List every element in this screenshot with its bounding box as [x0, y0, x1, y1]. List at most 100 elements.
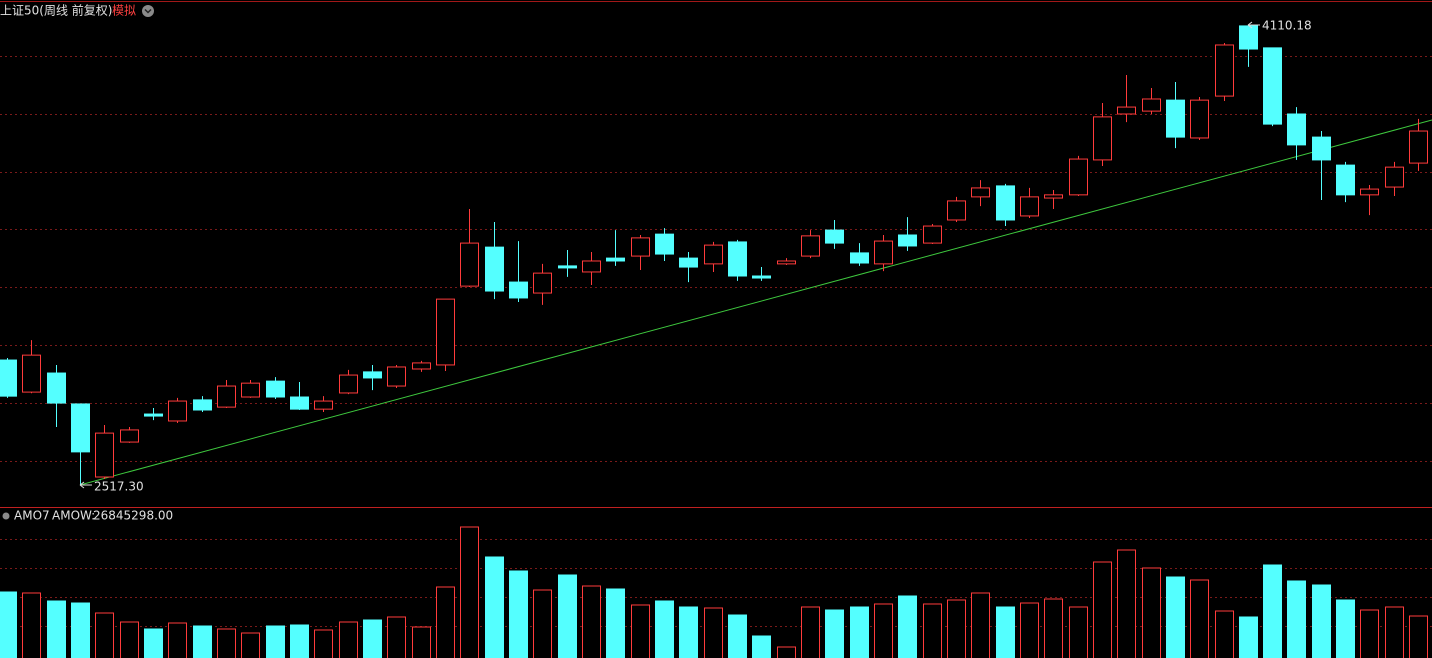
volume-bar — [1142, 567, 1161, 658]
volume-bar — [850, 606, 869, 658]
volume-bar — [1093, 561, 1112, 658]
volume-bar — [485, 556, 504, 658]
candle-body — [1215, 44, 1234, 97]
candle-body — [1409, 130, 1428, 164]
volume-bar — [363, 619, 382, 658]
volume-bar — [387, 616, 406, 658]
candle-body — [387, 366, 406, 387]
candle-body — [168, 400, 187, 422]
candle-body — [436, 298, 455, 366]
candle-body — [339, 374, 358, 394]
volume-bar — [825, 609, 844, 658]
volume-bar — [1336, 599, 1355, 658]
candle-body — [412, 362, 431, 370]
candle-body — [971, 187, 990, 198]
volume-bar — [631, 604, 650, 658]
volume-bar — [1117, 549, 1136, 658]
candle-body — [1360, 188, 1379, 196]
candle-body — [728, 241, 747, 277]
volume-bar — [582, 585, 601, 658]
volume-bar — [1409, 615, 1428, 658]
candle-body — [679, 257, 698, 268]
candle-body — [363, 371, 382, 379]
volume-bar — [168, 622, 187, 658]
marks: 4110.18 2517.30 — [0, 19, 1428, 658]
candle-body — [655, 233, 674, 255]
volume-bar — [1069, 606, 1088, 658]
volume-bar — [679, 606, 698, 658]
candle-body — [485, 246, 504, 292]
volume-bar — [996, 606, 1015, 658]
candle-body — [1263, 47, 1282, 125]
volume-bar — [728, 614, 747, 658]
volume-bar — [606, 588, 625, 658]
candle-body — [1239, 25, 1258, 50]
volume-bar — [193, 625, 212, 658]
candle-body — [1044, 194, 1063, 199]
candle-body — [120, 429, 139, 443]
dropdown-icon[interactable] — [142, 5, 154, 17]
annotation-arrow — [1247, 21, 1260, 29]
volume-bar — [22, 592, 41, 658]
candle-body — [1166, 99, 1185, 138]
candle-body — [71, 403, 90, 453]
mode-label[interactable]: 模拟 — [112, 4, 136, 18]
chart-title: 上证50(周线 前复权) — [0, 3, 112, 18]
candle-body — [1336, 164, 1355, 196]
volume-bar — [1239, 616, 1258, 658]
candle-body — [923, 225, 942, 244]
volume-bar — [339, 621, 358, 658]
candle-body — [704, 244, 723, 265]
candle-body — [47, 372, 66, 404]
candle-body — [874, 240, 893, 265]
volume-bar — [1385, 606, 1404, 658]
volume-bar — [558, 574, 577, 658]
candle-body — [777, 260, 796, 265]
volume-bar — [1312, 584, 1331, 658]
candle-body — [606, 257, 625, 262]
trend-line — [79, 119, 1432, 486]
candle-body — [558, 265, 577, 269]
volume-bar — [655, 600, 674, 658]
volume-bar — [95, 612, 114, 658]
candle-body — [947, 200, 966, 221]
volume-bar — [1166, 576, 1185, 658]
indicator-name: AMO7 — [14, 509, 50, 523]
volume-bar — [144, 628, 163, 658]
candle-body — [1385, 166, 1404, 188]
dropdown-arrow — [144, 8, 152, 14]
candle-body — [825, 229, 844, 244]
indicator-icon[interactable] — [2, 512, 10, 520]
candle-body — [290, 396, 309, 410]
volume-readout: 26845298.00 — [93, 509, 173, 523]
candle-body — [801, 235, 820, 257]
volume-bar — [314, 629, 333, 658]
candle-body — [533, 272, 552, 294]
volume-bar — [777, 646, 796, 658]
volume-bar — [533, 589, 552, 658]
volume-bar — [874, 603, 893, 658]
candle-body — [22, 354, 41, 393]
candle-body — [1190, 99, 1209, 139]
high-annotation: 4110.18 — [1262, 19, 1312, 33]
candle-body — [1093, 116, 1112, 161]
candle-body — [1312, 136, 1331, 161]
volume-bar — [47, 600, 66, 658]
volume-bar — [898, 595, 917, 658]
candle-body — [1117, 106, 1136, 115]
volume-bar — [752, 635, 771, 658]
volume-bar — [436, 586, 455, 658]
volume-bar — [460, 526, 479, 658]
candle-body — [314, 400, 333, 410]
low-annotation: 2517.30 — [94, 480, 144, 494]
candle-body — [752, 275, 771, 279]
volume-bar — [71, 602, 90, 658]
volume-bar — [266, 625, 285, 658]
candle-body — [1020, 196, 1039, 217]
candle-body — [460, 242, 479, 287]
volume-bar — [509, 570, 528, 658]
candle-body — [1069, 158, 1088, 196]
candle-body — [996, 185, 1015, 221]
